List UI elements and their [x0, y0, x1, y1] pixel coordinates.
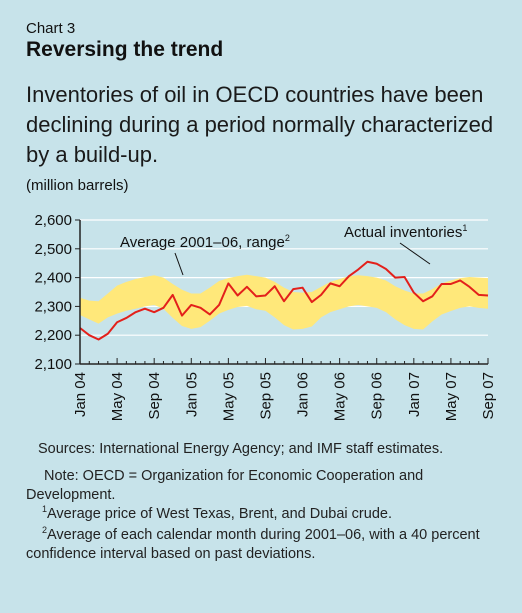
y-tick-label: 2,500 [34, 241, 72, 258]
footnote-2: 2Average of each calendar month during 2… [26, 526, 496, 564]
x-tick-label: Jan 04 [72, 372, 89, 417]
x-tick-label: Sep 04 [146, 372, 163, 420]
footnote-2-mark: 2 [42, 525, 48, 536]
x-tick-label: Jan 05 [183, 372, 200, 417]
footnote-1: 1Average price of West Texas, Brent, and… [26, 505, 496, 524]
x-tick-label: Jan 06 [295, 372, 312, 417]
y-tick-label: 2,400 [34, 270, 72, 287]
y-axis-unit: (million barrels) [26, 177, 129, 194]
x-tick-label: Sep 07 [480, 372, 497, 420]
footnotes: Sources: International Energy Agency; an… [26, 440, 496, 564]
annotation-average-range: Average 2001–06, range2 [120, 233, 290, 251]
footnote-sources: Sources: International Energy Agency; an… [38, 441, 444, 457]
annotation-actual-inventories-sup: 1 [462, 223, 467, 233]
y-tick-label: 2,600 [34, 212, 72, 229]
footnote-1-mark: 1 [42, 504, 48, 515]
leader-line-actual [399, 242, 431, 265]
line-chart: 2,100 2,200 2,300 2,400 2,500 2,600 Jan 04 May … [34, 212, 497, 421]
y-tick-label: 2,100 [34, 356, 72, 373]
y-tick-label: 2,200 [34, 327, 72, 344]
annotation-average-range-sup: 2 [285, 233, 290, 243]
leader-line-average [174, 252, 184, 276]
chart-subtitle: Inventories of oil in OECD countries hav… [26, 82, 494, 167]
footnote-1-text: Average price of West Texas, Brent, and … [47, 506, 392, 522]
chart-number: Chart 3 [26, 20, 76, 37]
annotation-actual-inventories: Actual inventories1 [344, 223, 467, 241]
footnote-2-text: Average of each calendar month during 20… [26, 527, 480, 562]
chart-title: Reversing the trend [26, 38, 224, 61]
x-tick-label: Sep 05 [257, 372, 274, 420]
y-tick-label: 2,300 [34, 298, 72, 315]
x-tick-label: Jan 07 [406, 372, 423, 417]
x-tick-label: May 06 [332, 372, 349, 421]
x-tick-label: May 07 [443, 372, 460, 421]
footnote-note: Note: OECD = Organization for Economic C… [26, 468, 424, 503]
x-tick-label: Sep 06 [369, 372, 386, 420]
x-tick-label: May 04 [109, 372, 126, 421]
actual-inventories-line [79, 260, 489, 341]
x-tick-label: May 05 [220, 372, 237, 421]
